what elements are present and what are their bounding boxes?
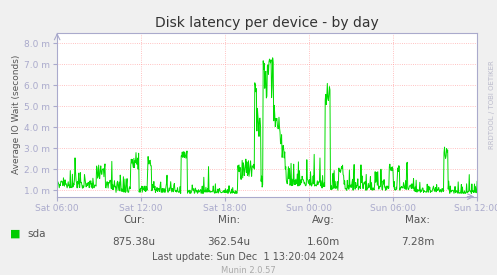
Text: 362.54u: 362.54u	[207, 237, 250, 247]
Text: 7.28m: 7.28m	[401, 237, 434, 247]
Text: Max:: Max:	[405, 215, 430, 225]
Y-axis label: Average IO Wait (seconds): Average IO Wait (seconds)	[12, 55, 21, 175]
Text: Last update: Sun Dec  1 13:20:04 2024: Last update: Sun Dec 1 13:20:04 2024	[153, 252, 344, 262]
Text: 1.60m: 1.60m	[307, 237, 339, 247]
Text: Min:: Min:	[218, 215, 240, 225]
Text: Munin 2.0.57: Munin 2.0.57	[221, 266, 276, 275]
Text: sda: sda	[27, 229, 46, 239]
Text: ■: ■	[10, 229, 20, 239]
Text: RRDTOOL / TOBI OETIKER: RRDTOOL / TOBI OETIKER	[489, 60, 495, 149]
Text: Cur:: Cur:	[123, 215, 145, 225]
Title: Disk latency per device - by day: Disk latency per device - by day	[155, 16, 379, 31]
Text: Avg:: Avg:	[312, 215, 334, 225]
Text: 875.38u: 875.38u	[113, 237, 156, 247]
